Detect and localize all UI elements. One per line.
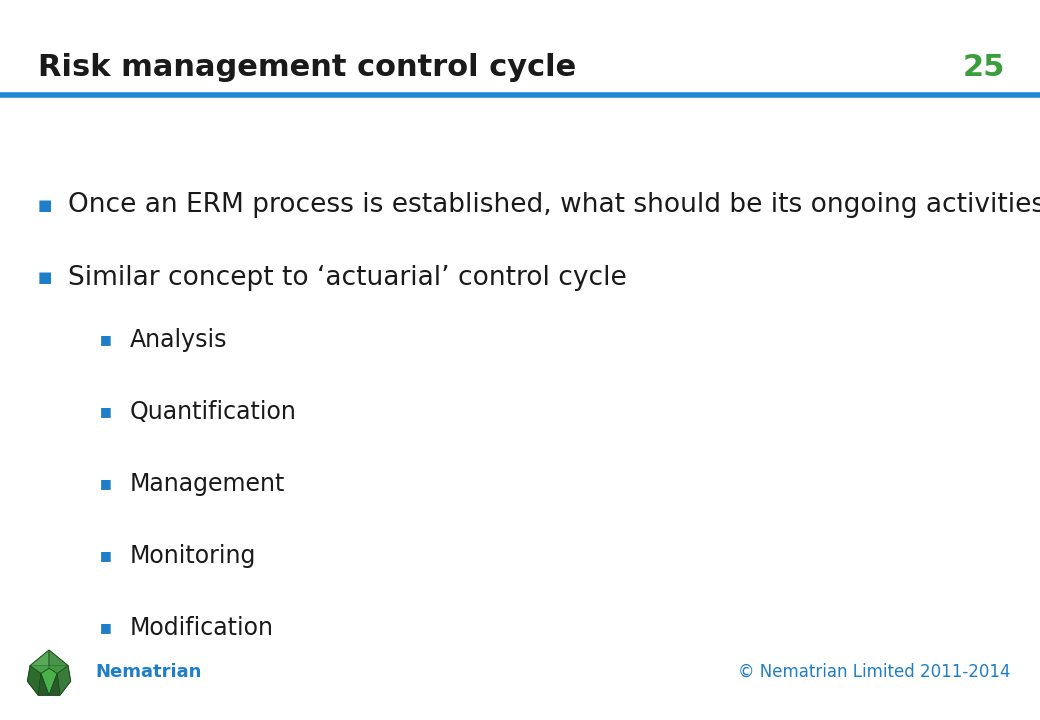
- Polygon shape: [27, 650, 71, 696]
- Text: ■: ■: [100, 477, 111, 490]
- Polygon shape: [49, 673, 60, 696]
- Text: © Nematrian Limited 2011-2014: © Nematrian Limited 2011-2014: [737, 663, 1010, 681]
- Text: Similar concept to ‘actuarial’ control cycle: Similar concept to ‘actuarial’ control c…: [68, 265, 627, 291]
- Text: Risk management control cycle: Risk management control cycle: [38, 53, 576, 83]
- Text: ■: ■: [38, 271, 52, 286]
- Polygon shape: [38, 673, 49, 696]
- Polygon shape: [30, 650, 49, 673]
- Text: Management: Management: [130, 472, 285, 496]
- Text: Analysis: Analysis: [130, 328, 228, 352]
- Polygon shape: [41, 668, 57, 696]
- Text: ■: ■: [100, 405, 111, 418]
- Text: ■: ■: [100, 621, 111, 634]
- Text: Once an ERM process is established, what should be its ongoing activities?: Once an ERM process is established, what…: [68, 192, 1040, 218]
- Text: ■: ■: [100, 333, 111, 346]
- Text: Modification: Modification: [130, 616, 274, 640]
- Text: ■: ■: [100, 549, 111, 562]
- Text: Nematrian: Nematrian: [95, 663, 202, 681]
- Text: ■: ■: [38, 197, 52, 212]
- Polygon shape: [57, 666, 71, 696]
- Text: Quantification: Quantification: [130, 400, 296, 424]
- Text: 25: 25: [963, 53, 1005, 83]
- Polygon shape: [27, 666, 41, 696]
- Polygon shape: [49, 650, 68, 673]
- Polygon shape: [30, 666, 68, 673]
- Text: Monitoring: Monitoring: [130, 544, 257, 568]
